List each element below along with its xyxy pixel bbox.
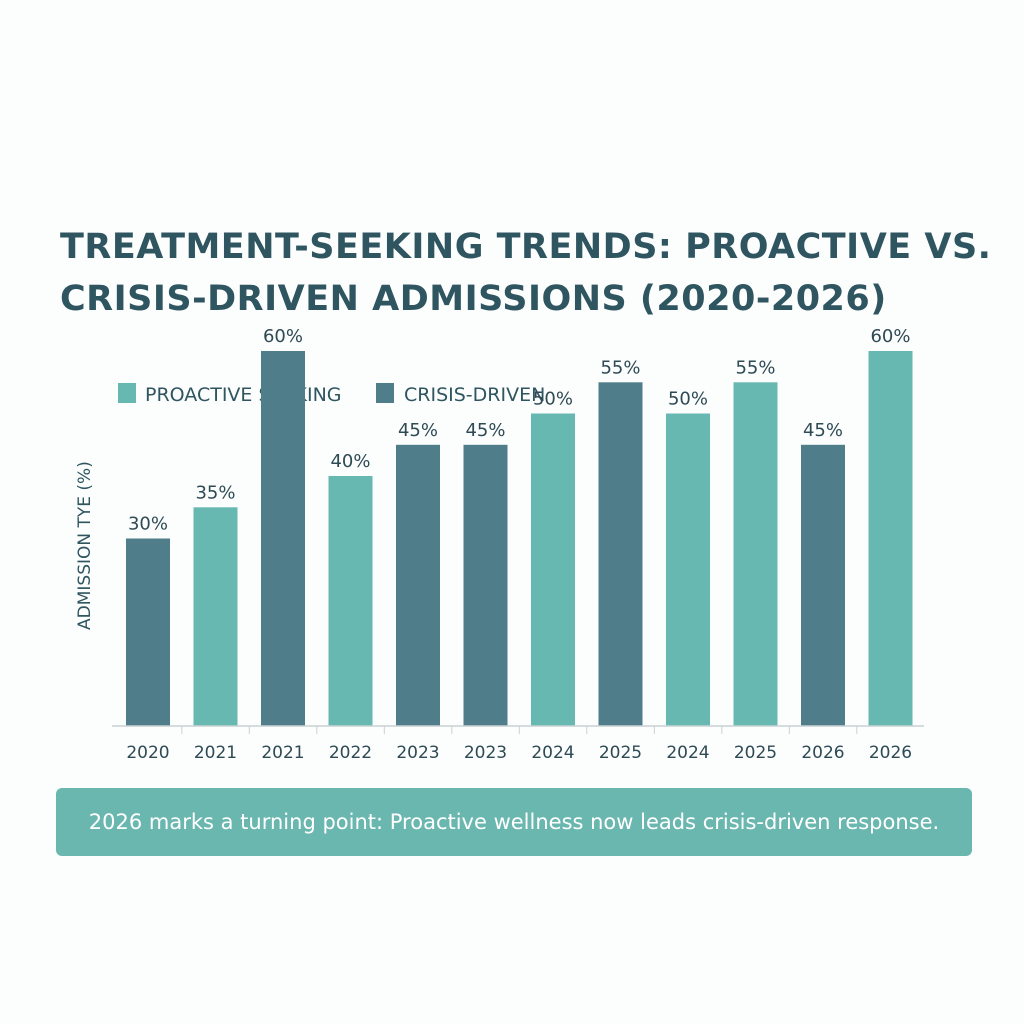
x-tick-label: 2025 <box>734 743 777 763</box>
bar-proactive <box>328 476 373 726</box>
bar-value-label: 55% <box>600 357 640 378</box>
x-tick-label: 2024 <box>666 743 709 763</box>
bar-proactive <box>531 413 575 726</box>
x-tick-label: 2023 <box>464 743 507 763</box>
bar-proactive <box>193 507 238 727</box>
callout-text: 2026 marks a turning point: Proactive we… <box>88 810 940 834</box>
x-tick-label: 2021 <box>261 743 304 763</box>
value-labels: 30% 35% 60% 40% 45% 45% 50% 55% 50% 55% 45% 60% <box>128 326 911 535</box>
bar-proactive <box>733 382 778 727</box>
bar-value-label: 60% <box>870 326 910 347</box>
bar-proactive <box>868 351 913 726</box>
y-axis-label: ADMISSION TYE (%) <box>75 461 95 630</box>
bar-value-label: 55% <box>735 357 775 378</box>
bar-value-label: 45% <box>465 420 505 441</box>
bar-proactive <box>666 413 710 726</box>
legend-swatch-crisis <box>376 383 394 403</box>
x-tick-label: 2021 <box>194 743 237 763</box>
bars <box>126 351 913 727</box>
bar-crisis <box>126 538 170 726</box>
x-tick-label: 2026 <box>801 743 844 763</box>
bar-crisis <box>598 382 643 727</box>
bar-crisis <box>396 444 440 727</box>
bar-value-label: 40% <box>330 451 370 472</box>
bar-value-label: 60% <box>263 326 303 347</box>
x-tick-label: 2025 <box>599 743 642 763</box>
legend-label-crisis: CRISIS-DRIVEN <box>404 384 545 406</box>
x-tick-label: 2023 <box>396 743 439 763</box>
bar-value-label: 45% <box>398 420 438 441</box>
bar-value-label: 50% <box>533 389 573 410</box>
bar-value-label: 35% <box>195 482 235 503</box>
bar-crisis <box>801 444 845 727</box>
bar-crisis <box>463 444 508 727</box>
legend: PROACTIVE SEEKING CRISIS-DRIVEN <box>118 383 545 406</box>
x-tick-label: 2022 <box>329 743 372 763</box>
bar-value-label: 50% <box>668 389 708 410</box>
bar-value-label: 30% <box>128 514 168 535</box>
callout-banner: 2026 marks a turning point: Proactive we… <box>56 788 972 856</box>
chart-title-line-1: TREATMENT-SEEKING TRENDS: PROACTIVE VS. <box>60 227 991 267</box>
bar-value-label: 45% <box>803 420 843 441</box>
bar-crisis <box>261 351 305 726</box>
x-tick-label: 2020 <box>126 743 169 763</box>
x-tick-label: 2026 <box>869 743 912 763</box>
legend-swatch-proactive <box>118 383 136 403</box>
legend-label-proactive: PROACTIVE SEEKING <box>145 384 342 406</box>
x-axis-ticks: 2020 2021 2021 2022 2023 2023 2024 2025 2024 2025… <box>126 726 912 763</box>
chart-title-line-2: CRISIS-DRIVEN ADMISSIONS (2020-2026) <box>60 279 887 319</box>
chart-title: TREATMENT-SEEKING TRENDS: PROACTIVE VS. … <box>60 227 991 319</box>
x-tick-label: 2024 <box>531 743 574 763</box>
